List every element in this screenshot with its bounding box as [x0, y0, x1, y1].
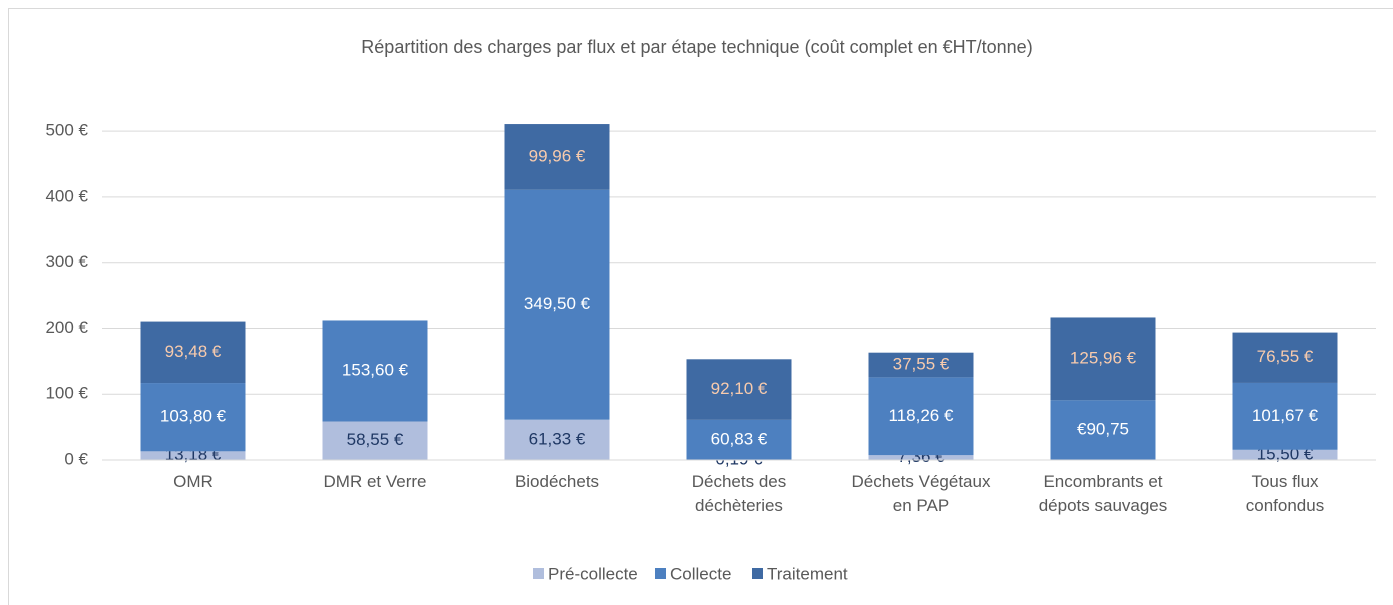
y-tick-label: 400 €	[45, 186, 88, 205]
legend-label: Traitement	[767, 564, 848, 583]
data-label: €90,75	[1077, 420, 1129, 439]
legend-swatch	[533, 568, 544, 579]
data-label: 103,80 €	[160, 407, 227, 426]
data-label: 37,55 €	[893, 355, 950, 374]
data-label: 61,33 €	[529, 429, 586, 448]
bar-segment	[686, 359, 792, 420]
bar-segment	[504, 419, 610, 460]
y-tick-label: 500 €	[45, 121, 88, 140]
x-tick-label: Déchets des déchèteries	[691, 472, 787, 515]
bar-segment	[1232, 382, 1338, 450]
bar-segment	[504, 124, 610, 190]
data-label: 58,55 €	[347, 430, 404, 449]
bar-segment	[140, 383, 246, 452]
legend-swatch	[752, 568, 763, 579]
y-tick-label: 100 €	[45, 384, 88, 403]
bar-segment	[868, 352, 974, 378]
x-tick-label: Déchets Végétaux en PAP	[851, 472, 991, 515]
data-label: 99,96 €	[529, 146, 586, 165]
bar-segment	[140, 321, 246, 384]
y-tick-label: 0 €	[64, 449, 88, 468]
x-tick-label: Biodéchets	[514, 472, 600, 491]
bar-segment	[1232, 332, 1338, 383]
bar-segment	[140, 451, 246, 460]
bar-segment	[322, 320, 428, 422]
data-label: 60,83 €	[711, 429, 768, 448]
x-tick-label: OMR	[173, 472, 213, 491]
data-label: 125,96 €	[1070, 348, 1137, 367]
legend-label: Collecte	[670, 564, 731, 583]
x-tick-label: DMR et Verre	[323, 472, 427, 491]
bar-segment	[1232, 449, 1338, 460]
data-label: 349,50 €	[524, 294, 591, 313]
legend-label: Pré-collecte	[548, 564, 638, 583]
data-label: 118,26 €	[889, 406, 954, 425]
bar-segment	[686, 419, 792, 460]
bar-segment	[504, 189, 610, 420]
bar-segment	[1050, 400, 1156, 460]
bar-segment	[868, 455, 974, 460]
data-label: 92,10 €	[711, 379, 768, 398]
data-label: 153,60 €	[342, 360, 409, 379]
legend-swatch	[655, 568, 666, 579]
bar-segment	[868, 377, 974, 456]
chart-border	[8, 8, 1393, 605]
x-tick-label: Tous flux confondus	[1245, 472, 1325, 515]
bar-segment	[322, 421, 428, 460]
y-tick-label: 300 €	[45, 252, 88, 271]
data-label: 76,55 €	[1257, 347, 1314, 366]
y-tick-label: 200 €	[45, 318, 88, 337]
data-label: 101,67 €	[1252, 406, 1319, 425]
data-label: 93,48 €	[165, 342, 222, 361]
x-tick-label: Encombrants et dépots sauvages	[1038, 472, 1168, 515]
bar-segment	[1050, 317, 1156, 401]
chart-title: Répartition des charges par flux et par …	[361, 37, 1032, 57]
